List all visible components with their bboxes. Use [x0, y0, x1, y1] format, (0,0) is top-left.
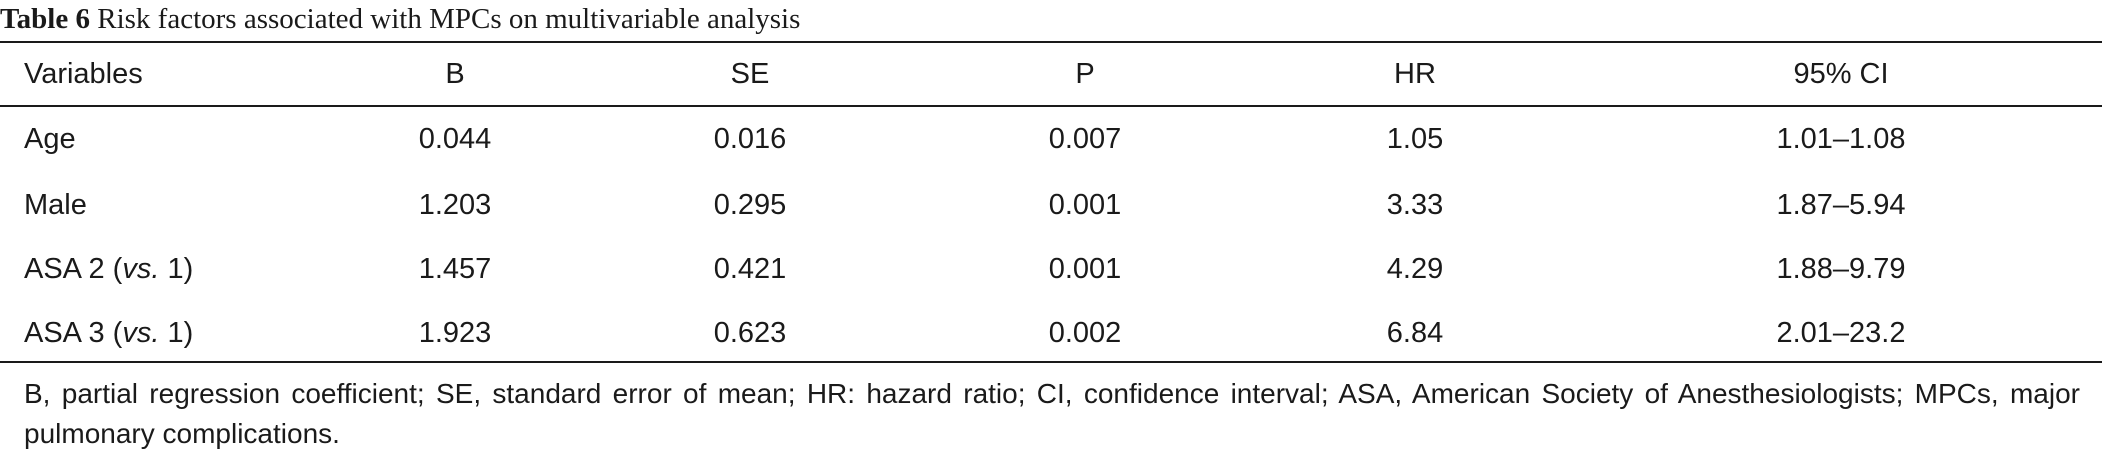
table-row: Male 1.203 0.295 0.001 3.33 1.87–5.94 — [0, 173, 2102, 237]
cell-b: 1.457 — [418, 252, 492, 285]
table-row: ASA 3 (vs. 1) 1.923 0.623 0.002 6.84 2.0… — [0, 301, 2102, 365]
cell-se: 0.016 — [713, 122, 787, 155]
column-header-se: SE — [730, 57, 770, 90]
column-header-p: P — [1075, 57, 1095, 90]
cell-hr: 4.29 — [1386, 252, 1444, 285]
cell-p: 0.007 — [1048, 122, 1122, 155]
cell-b: 1.923 — [418, 316, 492, 349]
column-header-variables: Variables — [24, 57, 143, 90]
cell-variable: ASA 2 (vs. 1) — [0, 237, 330, 301]
table-footnote: B, partial regression coefficient; SE, s… — [24, 378, 2080, 449]
table-top-rule — [0, 41, 2102, 43]
cell-variable: Age — [24, 122, 76, 155]
cell-p: 0.001 — [1048, 252, 1122, 285]
table-header-row: Variables B SE P HR 95% CI — [0, 43, 2102, 105]
variable-vs: vs. — [122, 316, 160, 349]
cell-se: 0.295 — [713, 188, 787, 221]
variable-text: ASA 2 ( — [24, 252, 123, 285]
column-header-ci: 95% CI — [1793, 57, 1889, 90]
cell-ci: 1.01–1.08 — [1776, 122, 1906, 155]
cell-b: 0.044 — [418, 122, 492, 155]
column-header-b: B — [445, 57, 465, 90]
cell-hr: 1.05 — [1386, 122, 1444, 155]
variable-suffix: 1) — [159, 316, 194, 349]
variable-suffix: 1) — [159, 252, 194, 285]
variable-vs: vs. — [122, 252, 160, 285]
table-caption-label: Table 6 — [0, 3, 90, 35]
table-row: ASA 2 (vs. 1) 1.457 0.421 0.001 4.29 1.8… — [0, 237, 2102, 301]
table-row: Age 0.044 0.016 0.007 1.05 1.01–1.08 — [0, 105, 2102, 173]
cell-ci: 2.01–23.2 — [1776, 316, 1906, 349]
cell-variable: Male — [24, 188, 87, 221]
cell-b: 1.203 — [418, 188, 492, 221]
risk-factors-table: Variables B SE P HR 95% CI Age 0.044 0.0… — [0, 43, 2102, 365]
cell-variable: ASA 3 (vs. 1) — [0, 301, 330, 365]
cell-se: 0.421 — [713, 252, 787, 285]
cell-hr: 3.33 — [1386, 188, 1444, 221]
table-caption-text: Risk factors associated with MPCs on mul… — [97, 3, 801, 35]
table-caption: Table 6 Risk factors associated with MPC… — [0, 2, 800, 36]
cell-se: 0.623 — [713, 316, 787, 349]
cell-hr: 6.84 — [1386, 316, 1444, 349]
cell-ci: 1.87–5.94 — [1776, 188, 1906, 221]
cell-ci: 1.88–9.79 — [1776, 252, 1906, 285]
column-header-hr: HR — [1394, 57, 1436, 90]
variable-text: ASA 3 ( — [24, 316, 123, 349]
table-bottom-rule — [0, 361, 2102, 363]
cell-p: 0.002 — [1048, 316, 1122, 349]
table-header-rule — [0, 105, 2102, 107]
cell-p: 0.001 — [1048, 188, 1122, 221]
